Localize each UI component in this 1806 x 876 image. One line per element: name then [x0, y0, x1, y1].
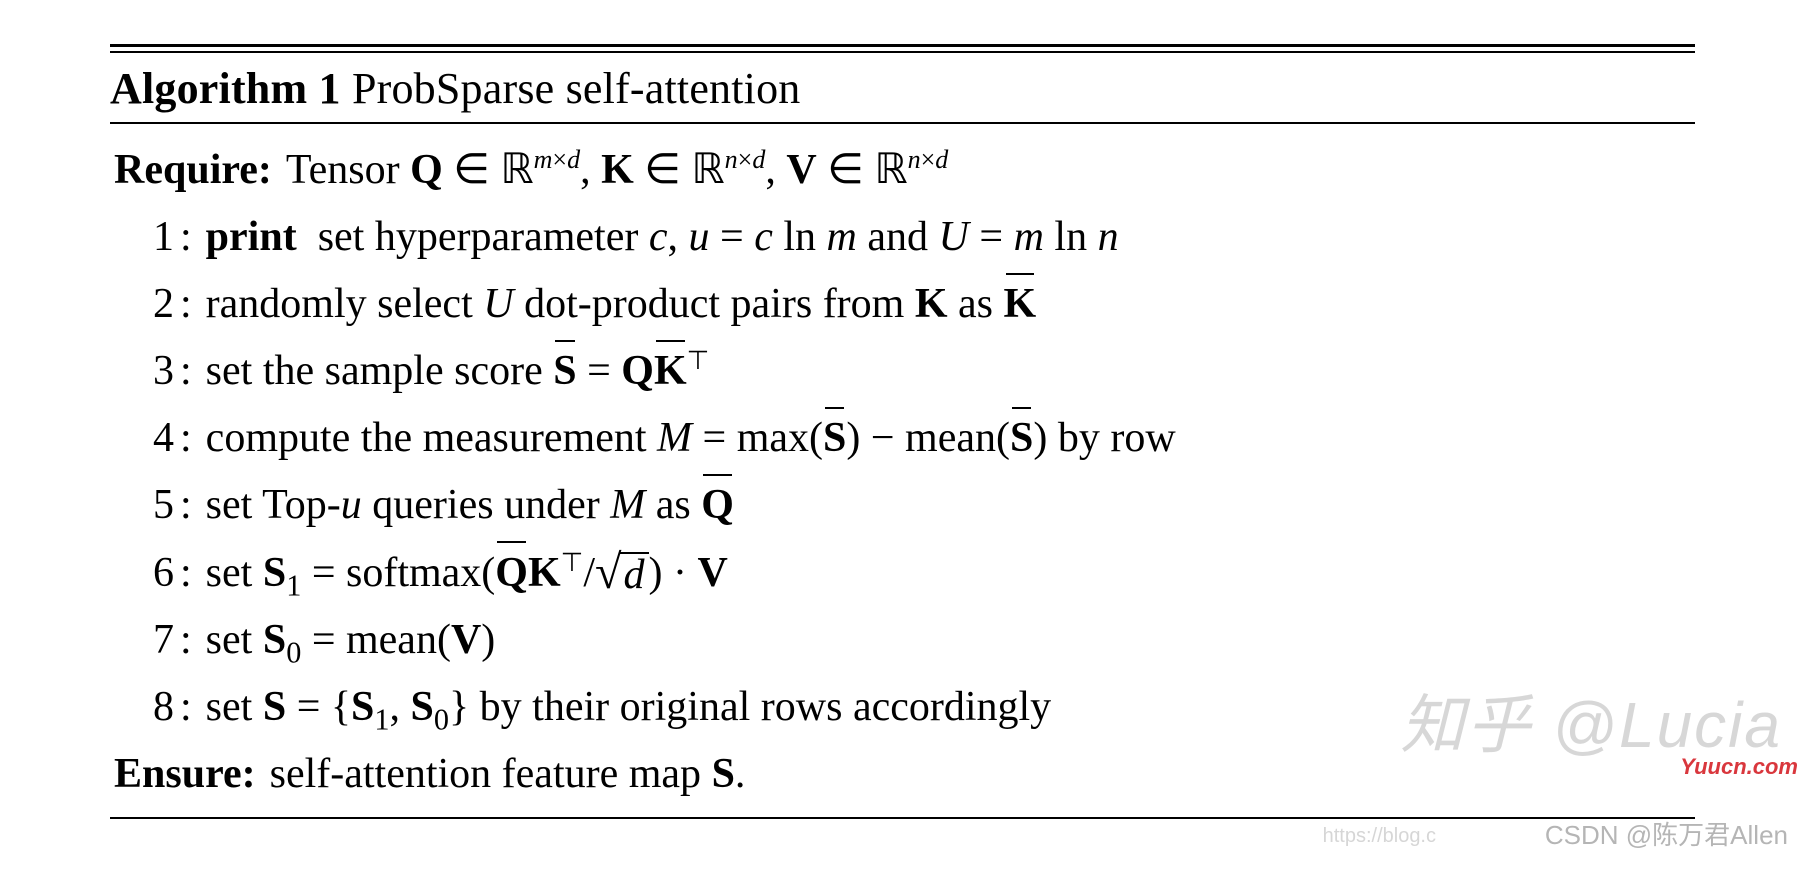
step-content: set Top-u queries under M as Q [206, 473, 1695, 538]
step-colon: : [180, 205, 206, 270]
algorithm-title: ProbSparse self-attention [352, 64, 801, 113]
algorithm-body: Require: Tensor Q ∈ ℝm×d, K ∈ ℝn×d, V ∈ … [110, 124, 1695, 817]
step-colon: : [180, 473, 206, 538]
step-content: set S = {S1, S0} by their original rows … [206, 675, 1695, 740]
step-colon: : [180, 608, 206, 673]
require-content: Tensor Q ∈ ℝm×d, K ∈ ℝn×d, V ∈ ℝn×d [286, 138, 1695, 203]
top-rule [110, 44, 1695, 53]
step-colon: : [180, 541, 206, 606]
step-colon: : [180, 406, 206, 471]
step-colon: : [180, 272, 206, 337]
step-line: 7:set S0 = mean(V) [110, 608, 1695, 673]
steps-container: 1:print set hyperparameter c, u = c ln m… [110, 205, 1695, 740]
step-line: 4:compute the measurement M = max(S) − m… [110, 406, 1695, 471]
step-line: 3:set the sample score S = QK⊤ [110, 339, 1695, 404]
ensure-line: Ensure: self-attention feature map S. [110, 742, 1695, 807]
watermark-blog: https://blog.c [1323, 825, 1436, 848]
step-colon: : [180, 339, 206, 404]
step-line: 1:print set hyperparameter c, u = c ln m… [110, 205, 1695, 270]
step-number: 1 [110, 205, 180, 270]
step-number: 8 [110, 675, 180, 740]
require-line: Require: Tensor Q ∈ ℝm×d, K ∈ ℝn×d, V ∈ … [110, 138, 1695, 203]
step-content: compute the measurement M = max(S) − mea… [206, 406, 1695, 471]
step-content: print set hyperparameter c, u = c ln m a… [206, 205, 1695, 270]
step-number: 2 [110, 272, 180, 337]
ensure-content: self-attention feature map S. [270, 742, 1695, 807]
algorithm-title-row: Algorithm 1 ProbSparse self-attention [110, 59, 1695, 122]
step-line: 2:randomly select U dot-product pairs fr… [110, 272, 1695, 337]
watermark-csdn: CSDN @陈万君Allen [1545, 815, 1788, 852]
step-line: 5:set Top-u queries under M as Q [110, 473, 1695, 538]
watermark-yuucn: Yuucn.com [1680, 754, 1798, 780]
step-number: 5 [110, 473, 180, 538]
bottom-rule [110, 817, 1695, 819]
algorithm-block: Algorithm 1 ProbSparse self-attention Re… [110, 44, 1695, 819]
step-line: 6:set S1 = softmax(QK⊤/√d) · V [110, 541, 1695, 606]
step-number: 4 [110, 406, 180, 471]
step-content: set S0 = mean(V) [206, 608, 1695, 673]
ensure-label: Ensure: [110, 742, 270, 807]
step-content: randomly select U dot-product pairs from… [206, 272, 1695, 337]
step-number: 3 [110, 339, 180, 404]
step-number: 6 [110, 541, 180, 606]
step-line: 8:set S = {S1, S0} by their original row… [110, 675, 1695, 740]
step-content: set the sample score S = QK⊤ [206, 339, 1695, 404]
step-number: 7 [110, 608, 180, 673]
algorithm-label: Algorithm 1 [110, 64, 341, 113]
require-label: Require: [110, 138, 286, 203]
step-colon: : [180, 675, 206, 740]
step-content: set S1 = softmax(QK⊤/√d) · V [206, 541, 1695, 606]
